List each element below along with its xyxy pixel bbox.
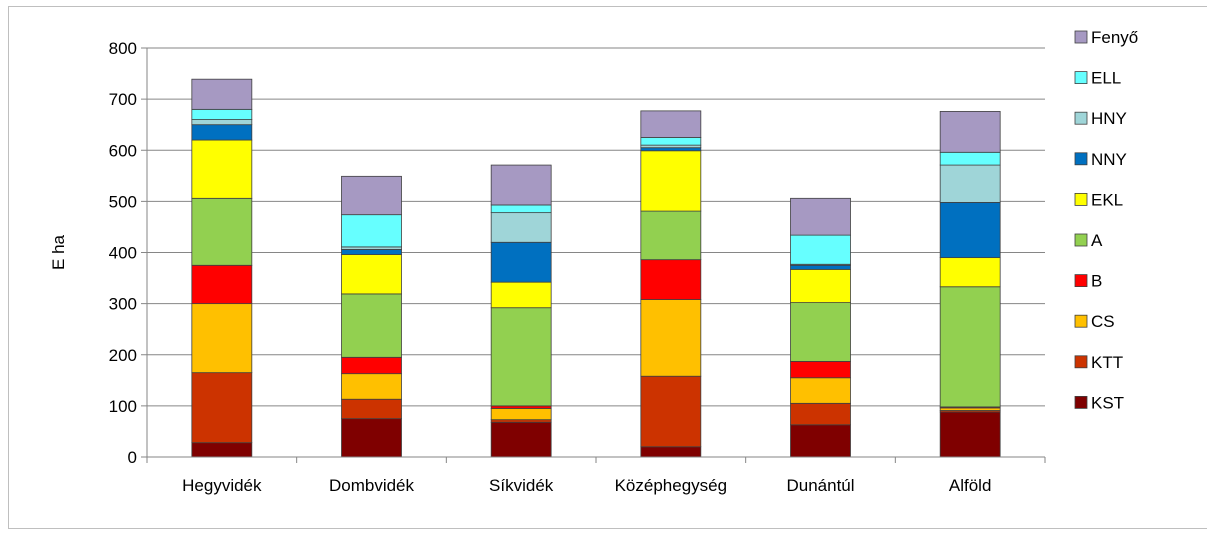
- bar-segment-b: [640, 259, 702, 300]
- bar-segment-kst: [790, 424, 851, 458]
- bar-segment-a: [191, 197, 253, 266]
- bar-segment-cs: [341, 373, 402, 400]
- legend-swatch: [1074, 71, 1088, 84]
- bar-segment-fenyő: [191, 78, 253, 110]
- legend-label: HNY: [1091, 109, 1127, 128]
- legend-label: CS: [1091, 312, 1115, 331]
- bar-segment-cs: [640, 299, 702, 377]
- legend-label: B: [1091, 272, 1102, 291]
- legend-swatch: [1074, 395, 1088, 409]
- x-tick-label: Középhegység: [615, 476, 727, 495]
- bar-segment-ell: [939, 151, 1001, 166]
- gridlines: [147, 47, 1045, 407]
- legend-label: KST: [1091, 393, 1124, 412]
- legend-label: A: [1091, 231, 1103, 250]
- x-tick-label: Dunántúl: [786, 476, 854, 495]
- y-tick-label: 500: [109, 192, 137, 211]
- bar-segment-cs: [191, 303, 253, 374]
- bar-segment-ktt: [341, 398, 402, 420]
- bar-segment-a: [341, 293, 402, 358]
- bar-segment-nny: [939, 201, 1001, 259]
- legend-label: KTT: [1091, 353, 1123, 372]
- bar-segment-ktt: [191, 372, 253, 444]
- bar-segment-ktt: [790, 402, 851, 426]
- bar-segment-nny: [191, 124, 253, 141]
- y-axis-title: E ha: [49, 234, 68, 270]
- bar-segment-hny: [191, 119, 253, 126]
- x-tick-label: Hegyvidék: [182, 476, 262, 495]
- y-tick-label: 400: [109, 244, 137, 263]
- bar-segment-ekl: [490, 281, 552, 309]
- y-tick-label: 100: [109, 397, 137, 416]
- legend-swatch: [1074, 233, 1088, 247]
- legend-swatch: [1074, 314, 1088, 328]
- y-tick-label: 0: [128, 448, 137, 467]
- bar-segment-ekl: [790, 268, 851, 304]
- bar-segment-ell: [640, 137, 702, 146]
- stacked-bar-chart: 0 100 200 300 400 500 600 700 800 Hegyvidék Dombvi…: [49, 28, 1138, 495]
- legend-label: NNY: [1091, 150, 1127, 169]
- bar-segment-hny: [490, 212, 552, 243]
- bar-segment-cs: [490, 408, 552, 421]
- bar-segment-nny: [490, 241, 552, 283]
- y-tick-label: 200: [109, 346, 137, 365]
- x-tick-label: Síkvidék: [489, 476, 554, 495]
- axes: 0 100 200 300 400 500 600 700 800 Hegyvidék Dombvi…: [109, 39, 1046, 495]
- bar-segment-kst: [490, 421, 552, 458]
- bar-segment-ell: [341, 214, 402, 248]
- bar-segment-hny: [939, 164, 1001, 203]
- bar-segment-ekl: [939, 257, 1001, 288]
- legend-swatch: [1074, 355, 1088, 369]
- bar-segment-nny: [640, 147, 702, 152]
- x-tick-label: Alföld: [949, 476, 992, 495]
- bar-segment-a: [939, 286, 1001, 408]
- y-tick-label: 600: [109, 141, 137, 160]
- legend-label: Fenyő: [1091, 28, 1138, 47]
- bar-segment-fenyő: [341, 175, 402, 216]
- bar-segment-b: [341, 356, 402, 375]
- bar-segment-a: [640, 210, 702, 261]
- bar-segment-nny: [341, 249, 402, 255]
- chart-frame: 0 100 200 300 400 500 600 700 800 Hegyvidék Dombvi…: [8, 6, 1207, 529]
- legend-label: ELL: [1091, 69, 1121, 88]
- bar-segment-ell: [490, 204, 552, 214]
- bar-segment-ekl: [640, 150, 702, 212]
- bar-segment-ell: [191, 108, 253, 120]
- legend-swatch: [1074, 152, 1088, 166]
- legend-swatch: [1074, 192, 1088, 206]
- bar-segment-fenyő: [490, 164, 552, 206]
- bar-segment-kst: [341, 418, 402, 458]
- bar-segment-ekl: [341, 254, 402, 295]
- bar-segment-ekl: [191, 139, 253, 199]
- bar-segment-kst: [939, 411, 1001, 458]
- legend-swatch: [1074, 274, 1088, 288]
- bar-segment-kst: [191, 442, 253, 458]
- y-tick-label: 700: [109, 90, 137, 109]
- legend: Fenyő ELL HNY NNY EKL A B CS KTT KST: [1074, 28, 1138, 412]
- bar-segment-a: [790, 302, 851, 362]
- legend-label: EKL: [1091, 190, 1123, 209]
- bar-segment-nny: [790, 264, 851, 270]
- legend-swatch: [1074, 111, 1088, 125]
- bar-segment-b: [191, 264, 253, 305]
- bar-segment-cs: [790, 377, 851, 404]
- y-tick-label: 300: [109, 295, 137, 314]
- bar-segment-fenyő: [790, 197, 851, 236]
- legend-swatch: [1074, 30, 1088, 44]
- bar-segment-b: [790, 360, 851, 379]
- bar-segment-ktt: [640, 375, 702, 448]
- bar-segment-fenyő: [939, 110, 1001, 153]
- bar-segment-fenyő: [640, 110, 702, 138]
- y-tick-label: 800: [109, 39, 137, 58]
- bar-segment-kst: [640, 446, 702, 458]
- bar-segment-ell: [790, 234, 851, 265]
- bars: [191, 78, 1001, 458]
- x-tick-label: Dombvidék: [329, 476, 415, 495]
- bar-segment-a: [490, 307, 552, 407]
